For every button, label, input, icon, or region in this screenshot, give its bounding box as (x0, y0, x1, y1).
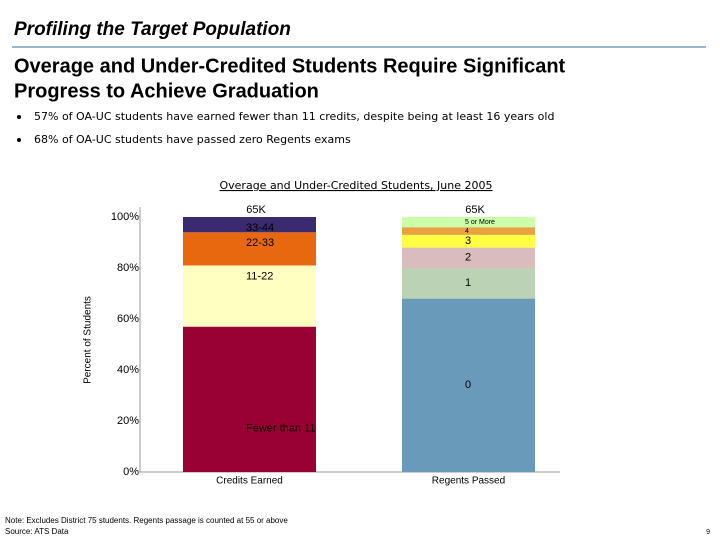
segment-label: 5 or More (465, 219, 495, 226)
bar-segment (183, 217, 316, 233)
note: Source: ATS Data (5, 527, 69, 536)
bullet-dot (17, 115, 21, 119)
bar-segment (183, 265, 316, 327)
bar-segment (183, 326, 316, 472)
y-axis-label: Percent of Students (83, 296, 94, 384)
segment-label: 11-22 (246, 270, 273, 282)
bullet-dot (17, 138, 21, 142)
bar-segment (402, 217, 535, 228)
bar-top-label: 65K (465, 204, 485, 216)
y-tick-label: 20% (117, 415, 139, 427)
y-tick-label: 80% (117, 262, 139, 274)
y-tick-label: 100% (111, 211, 139, 223)
bar-top-label: 65K (246, 204, 266, 216)
bar-segment (183, 232, 316, 266)
bar-segment (402, 247, 535, 268)
page-number: 9 (706, 529, 710, 536)
segment-label: 3 (465, 235, 471, 247)
headline: Progress to Achieve Graduation (14, 80, 319, 102)
segment-label: 4 (465, 228, 469, 235)
segment-label: 2 (465, 252, 471, 264)
segment-label: 0 (465, 379, 471, 391)
x-tick-label: Credits Earned (216, 476, 283, 487)
segment-label: 22-33 (246, 237, 274, 249)
chart-title: Overage and Under-Credited Students, Jun… (220, 179, 493, 192)
y-tick-label: 60% (117, 313, 139, 325)
bullet: 57% of OA-UC students have earned fewer … (34, 110, 554, 123)
segment-label: 33-44 (246, 222, 274, 234)
bar-segment (402, 234, 535, 248)
segment-label: 1 (465, 277, 471, 289)
bar-segment (402, 227, 535, 235)
slide-title: Profiling the Target Population (14, 19, 291, 40)
y-tick-label: 0% (123, 466, 139, 478)
y-tick-label: 40% (117, 364, 139, 376)
headline: Overage and Under-Credited Students Requ… (14, 55, 566, 77)
bar-segment (402, 268, 535, 299)
segment-label: Fewer than 11 (246, 422, 316, 434)
x-tick-label: Regents Passed (432, 476, 505, 487)
note: Note: Excludes District 75 students. Reg… (5, 516, 288, 525)
bar-segment (402, 298, 535, 472)
bullet: 68% of OA-UC students have passed zero R… (34, 133, 351, 146)
